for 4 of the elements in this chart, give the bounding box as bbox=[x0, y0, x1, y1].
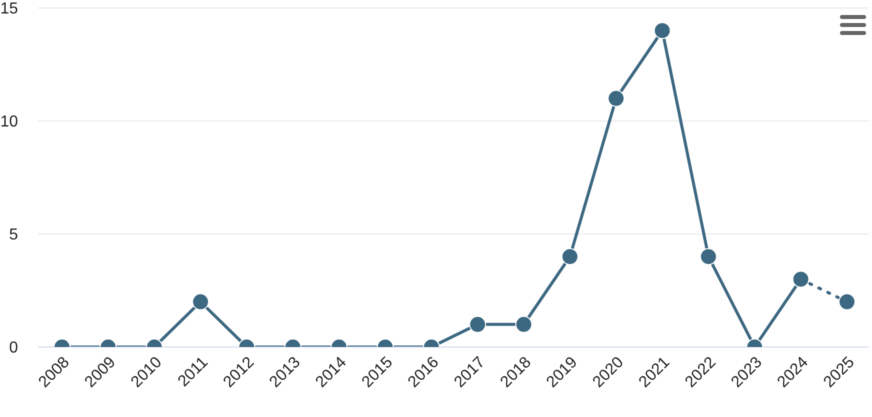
y-tick-label: 10 bbox=[0, 114, 18, 131]
y-tick-label: 15 bbox=[0, 0, 18, 18]
y-tick-label: 0 bbox=[9, 340, 18, 357]
y-tick-label: 5 bbox=[9, 226, 18, 244]
